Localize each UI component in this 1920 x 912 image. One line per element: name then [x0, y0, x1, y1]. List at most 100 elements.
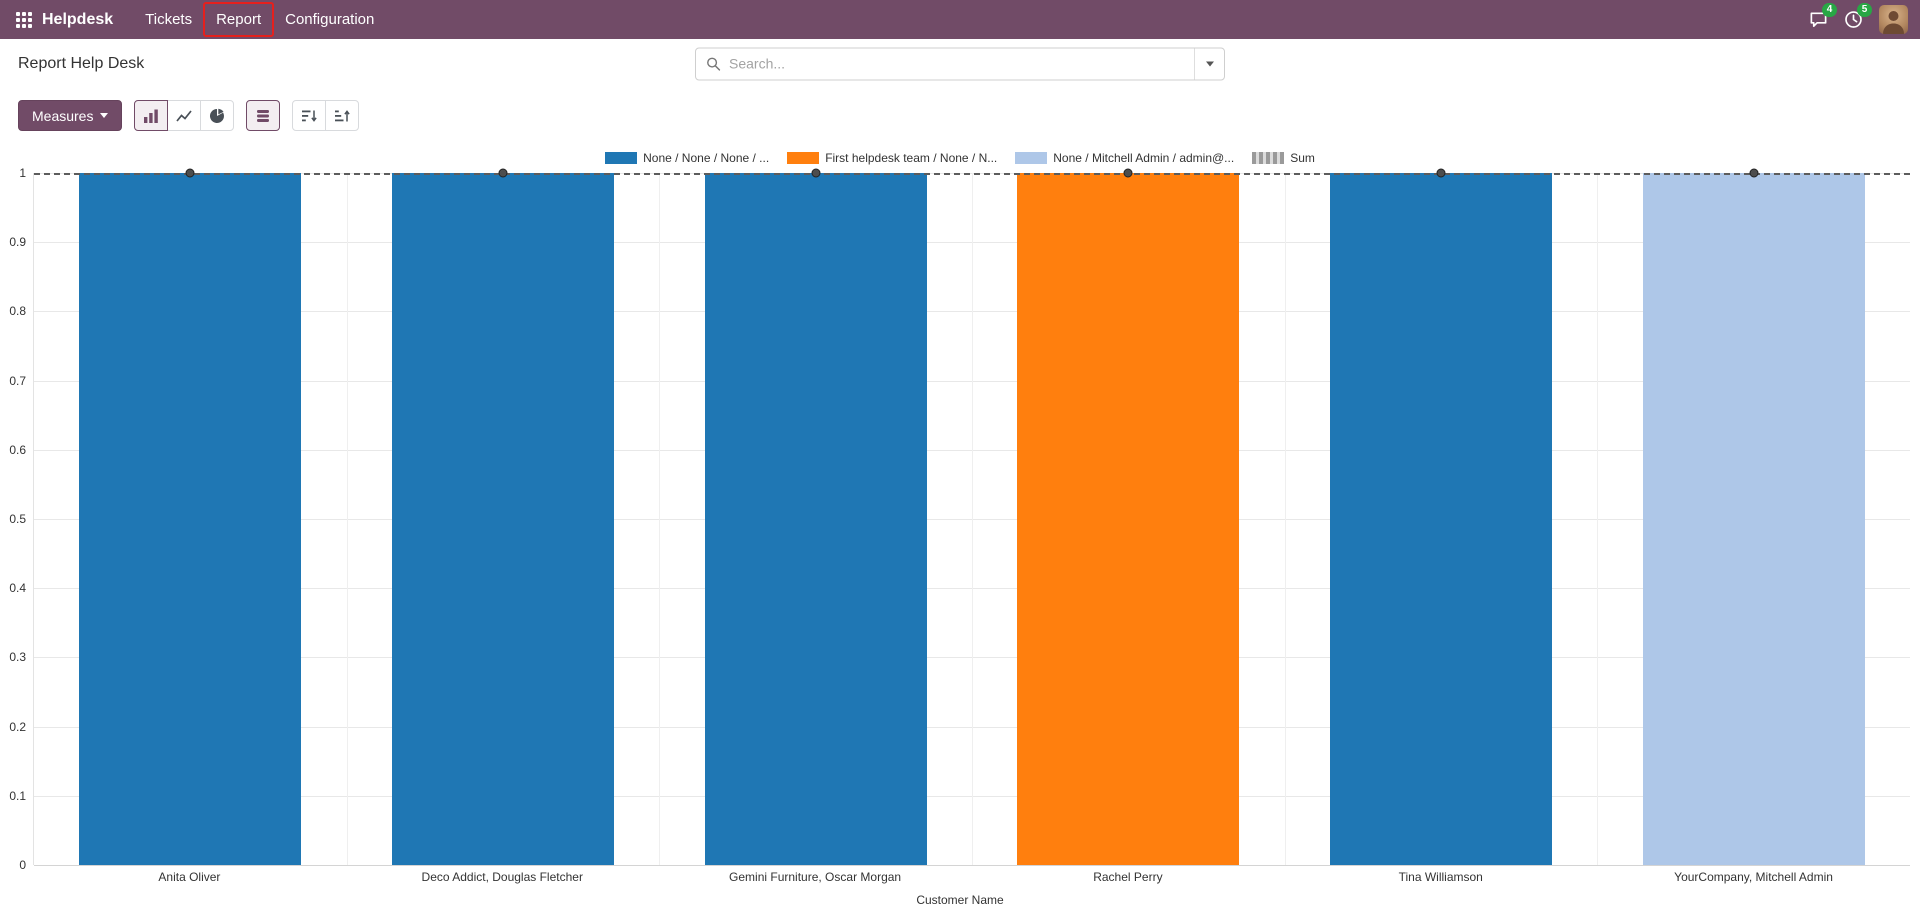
bar-deco-addict-douglas-fletcher[interactable] [391, 173, 614, 865]
sum-point[interactable] [1749, 168, 1759, 178]
x-tick-label: Tina Williamson [1398, 870, 1483, 884]
line-chart-button[interactable] [167, 100, 202, 131]
legend-item[interactable]: None / None / None / ... [605, 151, 769, 165]
search-dropdown-toggle[interactable] [1194, 48, 1224, 79]
legend-label: First helpdesk team / None / N... [825, 151, 998, 165]
main-menu: Tickets Report Configuration [133, 0, 386, 39]
legend-item[interactable]: None / Mitchell Admin / admin@... [1015, 151, 1234, 165]
x-axis-spacer [0, 870, 33, 884]
y-tick-label: 0.7 [9, 373, 26, 388]
activities-badge: 5 [1857, 3, 1872, 17]
search-bar [695, 47, 1225, 80]
bar-chart-icon [144, 109, 159, 123]
category-slot [659, 173, 972, 865]
search-input[interactable] [729, 55, 1194, 72]
y-tick-label: 0.2 [9, 719, 26, 734]
sum-point[interactable] [498, 168, 508, 178]
stacked-button[interactable] [246, 100, 281, 131]
user-avatar[interactable] [1879, 5, 1908, 34]
chart-legend: None / None / None / ... First helpdesk t… [0, 149, 1920, 167]
top-navbar: Helpdesk Tickets Report Configuration 4 5 [0, 0, 1920, 39]
line-chart-icon [176, 109, 193, 122]
h-gridline [34, 865, 1910, 866]
y-tick-label: 0.6 [9, 442, 26, 457]
messages-badge: 4 [1822, 3, 1837, 17]
legend-item[interactable]: First helpdesk team / None / N... [787, 151, 997, 165]
bar-chart-button[interactable] [134, 100, 169, 131]
bar-anita-oliver[interactable] [79, 173, 302, 865]
y-tick-label: 0.3 [9, 650, 26, 665]
x-tick-label: Gemini Furniture, Oscar Morgan [729, 870, 902, 884]
chart-type-group [134, 100, 235, 131]
sort-group [292, 100, 360, 131]
legend-label: None / None / None / ... [643, 151, 770, 165]
bar-tina-williamson[interactable] [1329, 173, 1552, 865]
legend-swatch [787, 152, 820, 164]
sort-descending-button[interactable] [292, 100, 327, 131]
menu-item-configuration[interactable]: Configuration [285, 11, 375, 28]
legend-swatch [1015, 152, 1048, 164]
x-tick-label: Deco Addict, Douglas Fletcher [421, 870, 583, 884]
measures-button[interactable]: Measures [18, 100, 123, 131]
y-tick-label: 0.1 [9, 788, 26, 803]
chevron-down-icon [1205, 61, 1214, 66]
x-axis-title: Customer Name [916, 893, 1004, 907]
sum-point[interactable] [185, 168, 195, 178]
legend-label: None / Mitchell Admin / admin@... [1053, 151, 1235, 165]
v-gridline [346, 173, 348, 865]
stacked-icon [257, 109, 270, 122]
x-axis-labels: Anita Oliver Deco Addict, Douglas Fletche… [0, 870, 1920, 884]
x-tick-label: Rachel Perry [1093, 870, 1163, 884]
person-icon [1883, 11, 1904, 34]
menu-item-report[interactable]: Report [203, 2, 275, 37]
bar-yourcompany-mitchell-admin[interactable] [1642, 173, 1865, 865]
apps-grid-icon[interactable] [16, 11, 32, 28]
v-gridline [1597, 173, 1599, 865]
y-tick-label: 0.9 [9, 235, 26, 250]
pie-chart-button[interactable] [200, 100, 235, 131]
clock-icon [1845, 11, 1862, 28]
y-tick-label: 0.4 [9, 581, 26, 596]
v-gridline [659, 173, 661, 865]
plot-canvas[interactable] [33, 168, 1910, 866]
app-name[interactable]: Helpdesk [42, 10, 114, 28]
caret-down-icon [100, 113, 109, 118]
category-slot [972, 173, 1285, 865]
v-gridline [972, 173, 973, 865]
stacked-toggle-group [246, 100, 281, 131]
category-slot [34, 173, 347, 865]
legend-label: Sum [1290, 151, 1315, 165]
menu-item-tickets[interactable]: Tickets [145, 11, 193, 28]
legend-item[interactable]: Sum [1252, 151, 1315, 165]
category-slot [1597, 173, 1910, 865]
messages-button[interactable]: 4 [1809, 3, 1837, 29]
category-slot [347, 173, 660, 865]
systray: 4 5 [1809, 3, 1908, 34]
legend-swatch [1252, 152, 1285, 164]
y-tick-label: 0 [19, 858, 26, 872]
y-tick-label: 0.8 [9, 304, 26, 319]
x-tick-label: YourCompany, Mitchell Admin [1674, 870, 1833, 884]
bar-gemini-furniture-oscar-morgan[interactable] [704, 173, 927, 865]
sort-ascending-icon [335, 109, 351, 121]
pie-chart-icon [210, 108, 225, 123]
sort-descending-icon [302, 110, 318, 122]
category-slot [1285, 173, 1598, 865]
sort-ascending-button[interactable] [325, 100, 360, 131]
plot-row: 0 0.1 0.2 0.3 0.4 0.5 0.6 0.7 0.8 0.9 1 [0, 166, 1920, 872]
y-axis-labels: 0 0.1 0.2 0.3 0.4 0.5 0.6 0.7 0.8 0.9 1 [0, 166, 33, 872]
measures-label: Measures [32, 107, 94, 124]
view-toolbar: Measures [0, 88, 1920, 143]
sum-point[interactable] [1123, 168, 1133, 178]
sum-point[interactable] [1436, 168, 1446, 178]
page-title: Report Help Desk [18, 54, 145, 72]
legend-swatch [605, 152, 638, 164]
sum-point[interactable] [811, 168, 821, 178]
x-tick-label: Anita Oliver [158, 870, 221, 884]
sum-line [34, 173, 1910, 175]
chart-area: None / None / None / ... First helpdesk t… [0, 143, 1920, 907]
control-panel: Report Help Desk [0, 39, 1920, 88]
bar-rachel-perry[interactable] [1017, 173, 1240, 865]
activities-button[interactable]: 5 [1844, 3, 1872, 29]
y-tick-label: 1 [19, 166, 26, 180]
